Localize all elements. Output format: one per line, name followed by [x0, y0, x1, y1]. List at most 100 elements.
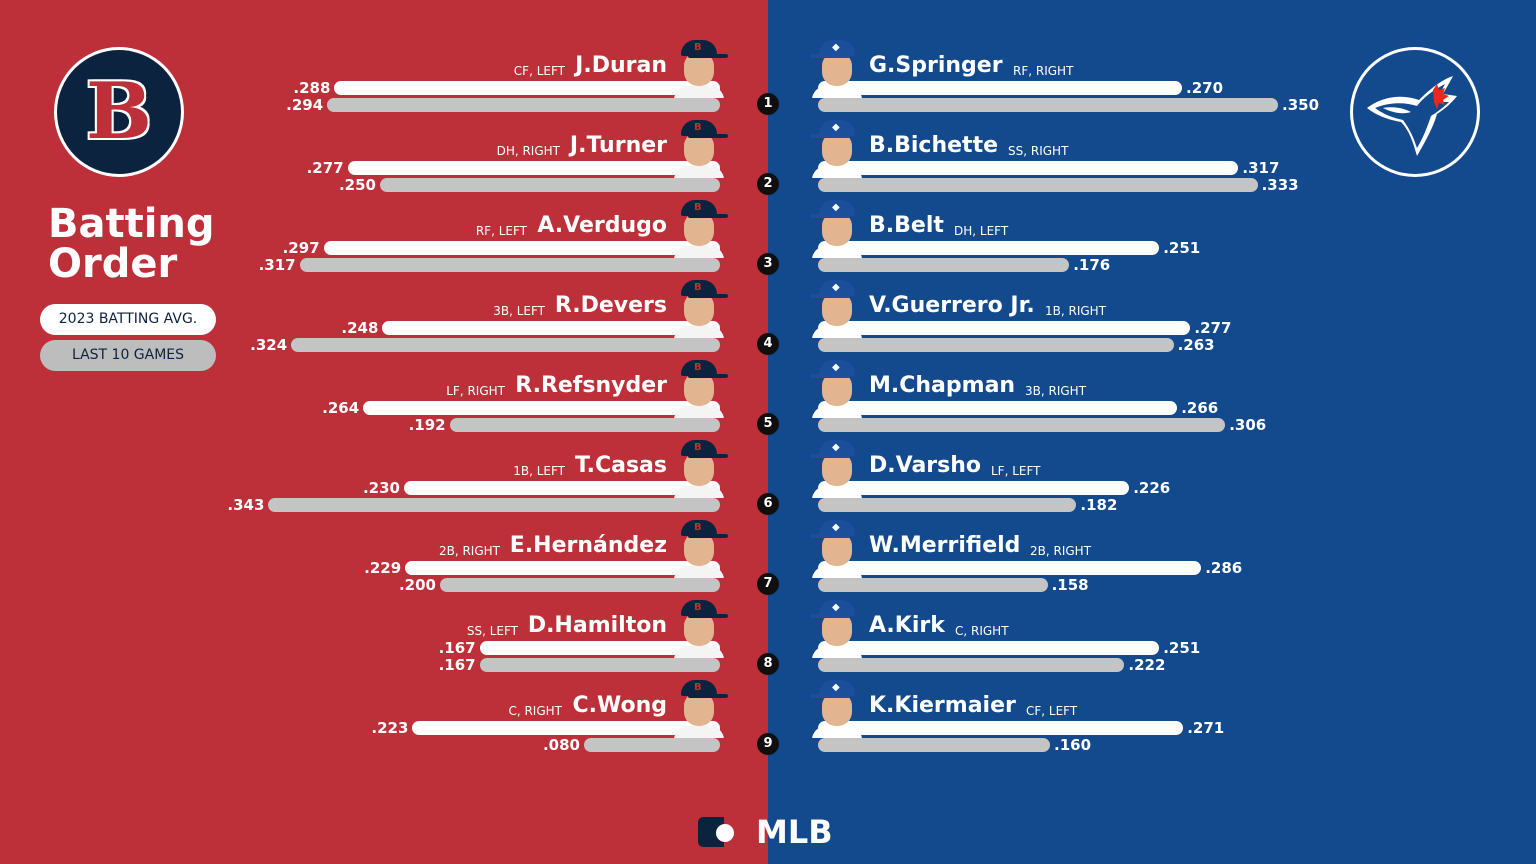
jays-cap-brim — [810, 214, 850, 218]
jays-cap-logo-icon: ◆ — [832, 122, 840, 133]
jays-jersey — [812, 166, 862, 178]
jays-season-label: .277 — [1194, 319, 1232, 337]
sox-season-bar — [479, 641, 720, 655]
jays-cap-brim — [810, 54, 850, 58]
sox-player-name: J.Duran — [575, 53, 667, 78]
sox-jersey — [674, 726, 724, 738]
sox-cap — [681, 440, 717, 456]
sox-jersey — [674, 246, 724, 258]
batting-order-number: 6 — [757, 493, 779, 515]
jays-player-photo: ◆ — [808, 520, 866, 578]
jays-last10-label: .306 — [1229, 416, 1267, 434]
sox-player-name: C.Wong — [572, 693, 667, 718]
sox-cap — [681, 200, 717, 216]
sox-cap-logo-icon: B — [694, 282, 702, 293]
jays-season-label: .251 — [1163, 639, 1201, 657]
sox-player-position: 3B, LEFT — [493, 304, 545, 318]
jays-last10-label: .222 — [1128, 656, 1166, 674]
sox-season-label: .230 — [362, 479, 400, 497]
sox-season-bar — [363, 401, 720, 415]
jays-season-label: .266 — [1181, 399, 1219, 417]
jays-jersey — [812, 486, 862, 498]
jays-cap — [819, 120, 855, 136]
jays-player-position: 3B, RIGHT — [1025, 384, 1087, 398]
sox-cap-logo-icon: B — [694, 362, 702, 373]
jays-cap-brim — [810, 694, 850, 698]
sox-cap-brim — [688, 374, 728, 378]
jays-season-bar — [818, 401, 1178, 415]
sox-player-photo: B — [670, 680, 728, 738]
jays-season-label: .226 — [1133, 479, 1171, 497]
sox-last10-label: .200 — [398, 576, 436, 594]
batting-order-number: 1 — [757, 93, 779, 115]
batting-order-number: 5 — [757, 413, 779, 435]
jays-last10-bar — [818, 178, 1258, 192]
sox-jersey — [674, 646, 724, 658]
sox-season-label: .248 — [341, 319, 379, 337]
jays-last10-bar — [818, 578, 1048, 592]
jays-last10-label: .333 — [1261, 176, 1299, 194]
red-sox-b-logo-icon: B — [57, 50, 181, 174]
sox-season-bar — [323, 241, 720, 255]
sox-player-photo: B — [670, 600, 728, 658]
jays-season-label: .317 — [1242, 159, 1280, 177]
jays-cap — [819, 600, 855, 616]
sox-cap-brim — [688, 134, 728, 138]
jays-cap-logo-icon: ◆ — [832, 362, 840, 373]
sox-season-bar — [404, 481, 720, 495]
jays-player-photo: ◆ — [808, 40, 866, 98]
jays-player-photo: ◆ — [808, 200, 866, 258]
sox-cap-brim — [688, 54, 728, 58]
sox-season-label: .297 — [282, 239, 320, 257]
sox-last10-bar — [327, 98, 720, 112]
sox-player-name: E.Hernández — [509, 533, 667, 558]
legend-season-avg: 2023 BATTING AVG. — [40, 304, 216, 335]
blue-jays-logo-icon — [1353, 50, 1477, 174]
sox-season-label: .167 — [438, 639, 476, 657]
sox-last10-label: .294 — [286, 96, 324, 114]
sox-season-label: .288 — [293, 79, 331, 97]
sox-last10-label: .192 — [408, 416, 446, 434]
sox-season-bar — [412, 721, 720, 735]
sox-season-label: .264 — [322, 399, 360, 417]
sox-player-photo: B — [670, 280, 728, 338]
batting-order-number: 8 — [757, 653, 779, 675]
batting-order-number: 3 — [757, 253, 779, 275]
sox-cap — [681, 680, 717, 696]
mlb-logo-icon: MLB — [696, 814, 840, 850]
jays-cap-brim — [810, 614, 850, 618]
sox-player-photo: B — [670, 120, 728, 178]
sox-cap-brim — [688, 614, 728, 618]
sox-player-photo: B — [670, 200, 728, 258]
jays-season-bar — [818, 641, 1160, 655]
sox-season-label: .277 — [306, 159, 344, 177]
jays-player-position: 1B, RIGHT — [1045, 304, 1107, 318]
jays-season-bar — [818, 481, 1130, 495]
sox-cap-logo-icon: B — [694, 682, 702, 693]
jays-cap — [819, 200, 855, 216]
jays-cap — [819, 680, 855, 696]
sox-last10-label: .317 — [258, 256, 296, 274]
sox-last10-bar — [479, 658, 720, 672]
sox-cap — [681, 520, 717, 536]
sox-last10-label: .167 — [438, 656, 476, 674]
jays-season-bar — [818, 161, 1239, 175]
sox-player-position: RF, LEFT — [475, 224, 527, 238]
jays-jersey — [812, 646, 862, 658]
jays-cap — [819, 40, 855, 56]
jays-last10-label: .176 — [1073, 256, 1111, 274]
sox-jersey — [674, 166, 724, 178]
sox-cap-brim — [688, 294, 728, 298]
jays-player-position: RF, RIGHT — [1013, 64, 1074, 78]
sox-jersey — [674, 326, 724, 338]
sox-cap-logo-icon: B — [694, 442, 702, 453]
jays-last10-label: .158 — [1051, 576, 1089, 594]
sox-cap-logo-icon: B — [694, 202, 702, 213]
jays-player-photo: ◆ — [808, 440, 866, 498]
sox-player-position: CF, LEFT — [513, 64, 565, 78]
sox-player-name: R.Refsnyder — [515, 373, 667, 398]
jays-cap-brim — [810, 374, 850, 378]
jays-last10-bar — [818, 658, 1125, 672]
sox-player-position: DH, RIGHT — [496, 144, 560, 158]
jays-season-bar — [818, 241, 1160, 255]
